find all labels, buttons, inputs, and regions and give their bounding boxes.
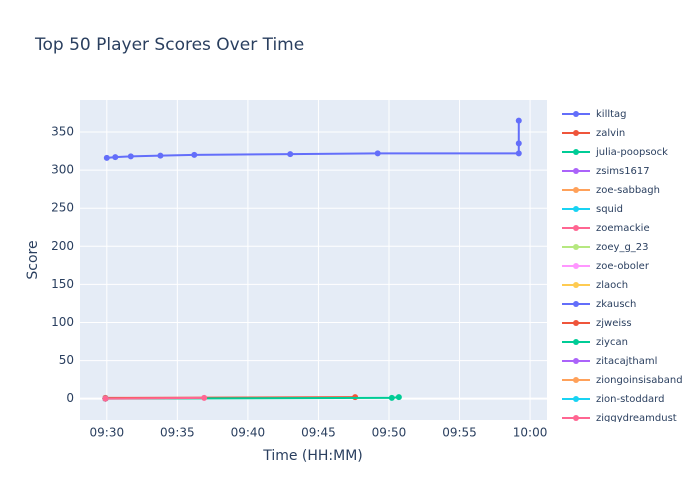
- legend-label: zsims1617: [596, 166, 650, 177]
- y-tick-label: 200: [51, 239, 74, 253]
- y-tick-label: 50: [59, 353, 74, 367]
- legend-label: julia-poopsock: [595, 147, 668, 158]
- series-line: [106, 120, 520, 159]
- x-tick-label: 09:30: [90, 426, 125, 440]
- x-tick-label: 09:55: [442, 426, 477, 440]
- legend-label: ziongoinsisaband: [596, 375, 683, 386]
- legend-label: zoey_g_23: [596, 242, 649, 253]
- legend-label: zjweiss: [596, 318, 632, 329]
- data-point: [112, 154, 119, 161]
- legend-label: ziggydreamdust: [596, 413, 677, 424]
- data-point: [515, 117, 522, 124]
- data-point: [388, 394, 395, 401]
- data-point: [395, 394, 402, 401]
- data-point: [102, 395, 109, 402]
- y-tick-label: 0: [66, 391, 74, 405]
- legend-label: killtag: [596, 109, 627, 120]
- legend: killtag zalvin julia-poopsock zsims1617 zoe-…: [562, 109, 683, 424]
- data-point: [191, 151, 198, 158]
- legend-marker: [573, 168, 579, 174]
- data-point: [103, 154, 110, 161]
- legend-marker: [573, 415, 579, 421]
- legend-marker: [573, 377, 579, 383]
- legend-label: ziycan: [596, 337, 628, 348]
- x-axis-title: Time (HH:MM): [262, 448, 363, 464]
- legend-marker: [573, 111, 579, 117]
- y-tick-label: 300: [51, 163, 74, 177]
- legend-marker: [573, 187, 579, 193]
- chart-title: Top 50 Player Scores Over Time: [34, 35, 304, 55]
- plot-series: [102, 117, 522, 402]
- legend-marker: [573, 339, 579, 345]
- data-point: [515, 140, 522, 147]
- legend-label: zlaoch: [596, 280, 628, 291]
- data-point: [287, 151, 294, 158]
- legend-marker: [573, 149, 579, 155]
- y-tick-label: 150: [51, 277, 74, 291]
- data-point: [127, 153, 134, 160]
- y-tick-label: 250: [51, 201, 74, 215]
- legend-label: zoemackie: [596, 223, 650, 234]
- y-axis-title: Score: [25, 240, 41, 279]
- legend-label: zoe-oboler: [596, 261, 650, 272]
- legend-label: zitacajthaml: [596, 356, 657, 367]
- x-tick-label: 09:50: [372, 426, 407, 440]
- legend-marker: [573, 396, 579, 402]
- data-point: [201, 394, 208, 401]
- legend-label: squid: [596, 204, 623, 215]
- legend-marker: [573, 130, 579, 136]
- x-tick-label: 09:40: [231, 426, 266, 440]
- x-tick-label: 09:45: [301, 426, 336, 440]
- legend-marker: [573, 320, 579, 326]
- legend-marker: [573, 301, 579, 307]
- legend-marker: [573, 225, 579, 231]
- data-point: [515, 150, 522, 157]
- y-tick-label: 100: [51, 315, 74, 329]
- legend-marker: [573, 263, 579, 269]
- legend-label: zkausch: [596, 299, 636, 310]
- legend-marker: [573, 358, 579, 364]
- x-tick-label: 09:35: [160, 426, 195, 440]
- legend-label: zoe-sabbagh: [596, 185, 660, 196]
- grid: 0 50 100 150 200 250 300 350 09:30 09:35 09:40 09:4…: [51, 100, 547, 440]
- plot-area: [80, 100, 547, 420]
- data-point: [374, 150, 381, 157]
- legend-label: zalvin: [596, 128, 625, 139]
- legend-marker: [573, 206, 579, 212]
- legend-label: zion-stoddard: [596, 394, 664, 405]
- legend-marker: [573, 244, 579, 250]
- series-line: [105, 396, 205, 400]
- x-tick-label: 10:00: [513, 426, 548, 440]
- data-point: [157, 152, 164, 159]
- legend-marker: [573, 282, 579, 288]
- y-tick-label: 350: [51, 125, 74, 139]
